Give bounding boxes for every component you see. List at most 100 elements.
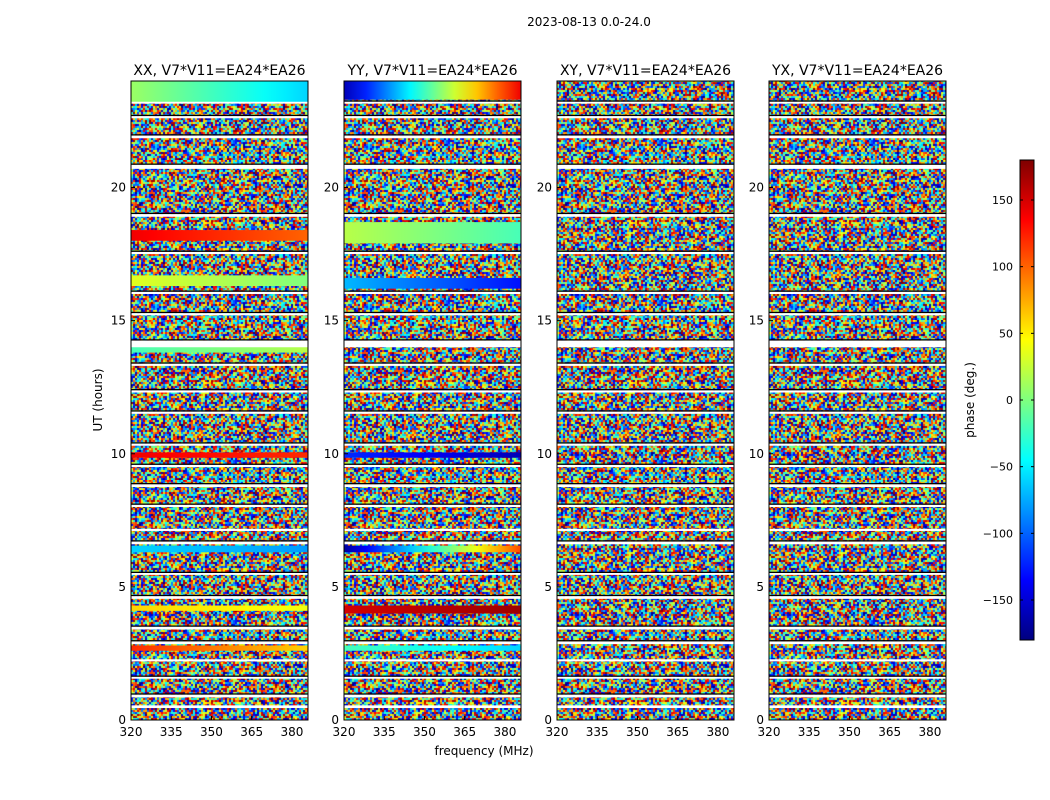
data-gap — [344, 164, 521, 169]
x-tick-label: 350 — [200, 725, 223, 739]
colorbar-tick-label: 150 — [992, 194, 1013, 207]
flag-row — [769, 594, 946, 597]
flag-row — [557, 625, 734, 627]
flag-row — [131, 503, 308, 505]
y-tick-label: 20 — [749, 181, 764, 195]
data-gap — [769, 340, 946, 348]
x-tick-label: 365 — [666, 725, 689, 739]
flag-row — [131, 571, 308, 574]
data-gap — [344, 101, 521, 104]
data-gap — [557, 340, 734, 348]
colorbar-tick-label: −50 — [990, 461, 1013, 474]
data-gap — [131, 659, 308, 662]
data-gap — [769, 676, 946, 679]
data-gap — [131, 291, 308, 294]
flag-row — [769, 442, 946, 444]
flag-row — [769, 540, 946, 542]
data-gap — [557, 541, 734, 545]
flag-row — [344, 290, 521, 292]
panel-1: XX, V7*V11=EA24*EA26 320 335 350 365 380 0 5 10 1… — [111, 63, 309, 739]
panel-2: YY, V7*V11=EA24*EA26 320 335 350 365 380 0 5 10 1… — [324, 63, 522, 739]
panels-group: XX, V7*V11=EA24*EA26 320 335 350 365 380 0 5 10 1… — [111, 63, 947, 739]
data-gap — [557, 291, 734, 294]
flag-row — [769, 290, 946, 292]
data-gap — [344, 214, 521, 217]
coherent-phase-band — [131, 605, 308, 611]
flag-row — [769, 100, 946, 102]
flag-row — [769, 625, 946, 627]
flag-row — [344, 410, 521, 412]
flag-row — [557, 571, 734, 574]
flag-row — [557, 290, 734, 292]
x-tick-label: 320 — [333, 725, 356, 739]
flag-row — [131, 483, 308, 485]
flag-row — [769, 212, 946, 215]
coherent-phase-band — [344, 645, 521, 651]
flag-row — [131, 410, 308, 412]
data-gap — [131, 251, 308, 255]
data-gap — [131, 313, 308, 316]
flag-row — [131, 463, 308, 465]
coherent-phase-band — [131, 81, 308, 103]
flag-row — [769, 503, 946, 505]
flag-row — [557, 389, 734, 391]
x-axis-label: frequency (MHz) — [434, 744, 533, 758]
flag-row — [557, 311, 734, 314]
data-gap — [131, 676, 308, 679]
flag-row — [131, 693, 308, 695]
flag-row — [769, 163, 946, 165]
data-gap — [769, 573, 946, 575]
coherent-phase-band — [131, 275, 308, 287]
data-gap — [131, 116, 308, 119]
flag-row — [131, 594, 308, 597]
flag-row — [344, 389, 521, 391]
data-gap — [557, 504, 734, 507]
y-tick-label: 0 — [756, 713, 764, 727]
flag-row — [131, 212, 308, 215]
data-gap — [557, 116, 734, 119]
data-gap — [769, 626, 946, 630]
flag-row — [344, 625, 521, 627]
data-gap — [344, 541, 521, 545]
data-gap — [769, 443, 946, 446]
flag-row — [557, 463, 734, 465]
colorbar-tick-label: −100 — [983, 527, 1013, 540]
data-gap — [769, 116, 946, 119]
y-tick-label: 15 — [324, 314, 339, 328]
phase-noise-area — [557, 81, 734, 720]
y-tick-label: 10 — [324, 447, 339, 461]
data-gap — [344, 694, 521, 698]
data-gap — [769, 135, 946, 139]
data-gap — [131, 528, 308, 531]
flag-row — [769, 362, 946, 364]
data-gap — [344, 251, 521, 255]
flag-row — [344, 483, 521, 485]
x-tick-label: 350 — [838, 725, 861, 739]
flag-row — [344, 503, 521, 505]
flag-row — [344, 540, 521, 542]
flag-row — [557, 362, 734, 364]
y-tick-label: 0 — [331, 713, 339, 727]
flag-row — [557, 100, 734, 102]
data-gap — [769, 659, 946, 662]
figure-suptitle: 2023-08-13 0.0-24.0 — [527, 15, 651, 29]
x-tick-label: 335 — [160, 725, 183, 739]
panel-title: XX, V7*V11=EA24*EA26 — [133, 63, 305, 79]
data-gap — [344, 464, 521, 468]
data-gap — [557, 573, 734, 575]
flag-row — [769, 571, 946, 574]
x-tick-label: 380 — [493, 725, 516, 739]
data-gap — [769, 164, 946, 169]
flag-row — [557, 134, 734, 136]
colorbar-tick-label: 50 — [999, 327, 1013, 340]
flag-row — [557, 114, 734, 117]
data-gap — [557, 694, 734, 698]
y-tick-label: 10 — [537, 447, 552, 461]
panel-title: YX, V7*V11=EA24*EA26 — [771, 63, 943, 79]
coherent-phase-band — [344, 452, 521, 458]
data-gap — [769, 313, 946, 316]
flag-row — [344, 134, 521, 136]
data-gap — [131, 694, 308, 698]
data-gap — [131, 164, 308, 169]
y-tick-label: 0 — [118, 713, 126, 727]
